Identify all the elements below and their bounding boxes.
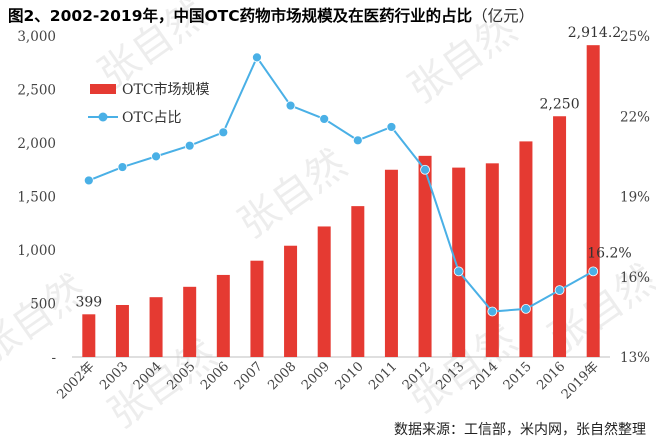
bar [149, 297, 163, 357]
y-right-tick-label: 19% [620, 190, 650, 206]
line-point [453, 266, 464, 277]
legend-bar-swatch [90, 84, 116, 94]
source-note: 数据来源：工信部，米内网，张自然整理 [394, 422, 646, 438]
x-tick-label: 2007 [232, 359, 266, 393]
y-left-tick-label: 2,000 [17, 136, 56, 152]
data-label: 399 [75, 294, 102, 310]
x-tick-label: 2011 [366, 359, 400, 393]
bar [418, 155, 432, 357]
chart-title-main: 图2、2002-2019年，中国OTC药物市场规模及在医药行业的占比 [8, 7, 473, 25]
bar [216, 274, 230, 357]
chart-title-unit: （亿元） [472, 7, 535, 25]
data-label: 2,914.2 [568, 25, 621, 41]
chart-title: 图2、2002-2019年，中国OTC药物市场规模及在医药行业的占比（亿元） [8, 4, 534, 26]
line-point [83, 175, 94, 186]
y-right-tick-label: 22% [620, 109, 650, 125]
y-right-tick-label: 25% [620, 29, 650, 45]
line-point [521, 303, 531, 314]
y-left-tick-label: 2,500 [17, 83, 56, 99]
bar [519, 141, 533, 357]
x-tick-label: 2002年 [54, 359, 97, 402]
line-point [554, 285, 565, 296]
watermark-text: 张自然 [400, 6, 525, 113]
y-left-tick-label: 3,000 [17, 29, 56, 45]
bar [317, 226, 331, 357]
line-point [420, 164, 430, 175]
line-point [487, 306, 498, 317]
data-labels: 399 2,250 2,914.2 16.2% [75, 25, 631, 310]
y-right-tick-label: 16% [620, 270, 650, 286]
y-left-tick-label: - [51, 350, 56, 366]
line-point [319, 114, 330, 124]
line-point [184, 140, 195, 151]
bar [82, 314, 96, 357]
y-left-tick-label: 500 [30, 297, 56, 313]
data-label: 2,250 [540, 96, 580, 112]
watermark-text: 张自然 [230, 141, 355, 248]
legend-label: OTC占比 [122, 110, 182, 126]
line-point [252, 52, 262, 63]
legend: OTC市场规模 OTC占比 [88, 81, 210, 126]
line-point [218, 127, 229, 138]
x-tick-label: 2010 [333, 359, 367, 393]
bar [284, 245, 298, 357]
y-right-tick-label: 13% [620, 350, 650, 366]
legend-label: OTC市场规模 [122, 81, 210, 98]
bar [183, 286, 197, 357]
x-tick-label: 2019年 [559, 359, 602, 402]
line-path [88, 55, 594, 313]
bar [485, 163, 499, 357]
line-point [285, 100, 296, 111]
x-tick-label: 2009 [299, 359, 333, 393]
bar [351, 206, 365, 357]
y-left-tick-label: 1,500 [17, 190, 56, 206]
line-point [117, 162, 128, 172]
legend-line-marker [98, 112, 108, 122]
bar-series [82, 45, 600, 357]
bar [115, 304, 129, 357]
bar [250, 260, 264, 357]
line-series [83, 52, 599, 317]
line-point [588, 266, 599, 277]
line-point [386, 122, 397, 132]
line-point [151, 151, 161, 162]
bar [586, 45, 600, 357]
x-tick-label: 2008 [265, 359, 299, 393]
y-left-tick-label: 1,000 [17, 243, 56, 259]
bar [384, 169, 398, 357]
bar [452, 167, 466, 357]
line-point [352, 135, 363, 146]
bar [553, 116, 567, 357]
data-label: 16.2% [587, 245, 631, 261]
